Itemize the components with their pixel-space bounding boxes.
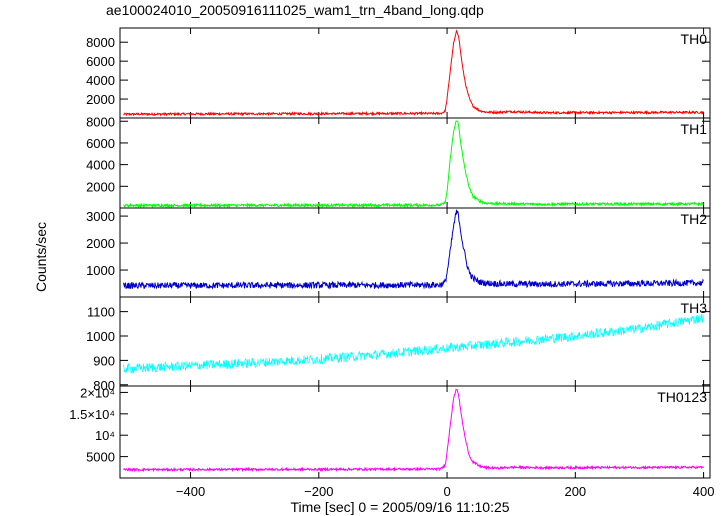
panel-frame-th1 xyxy=(119,117,711,209)
panel-label-th1: TH1 xyxy=(681,121,708,137)
y-tick-label: 1.5×10⁴ xyxy=(69,407,115,422)
panel-label-th2: TH2 xyxy=(681,211,708,227)
y-tick-label: 8000 xyxy=(86,35,115,50)
series-line-th2 xyxy=(123,209,704,290)
panel-frame-th3 xyxy=(119,296,711,387)
x-tick-label: −400 xyxy=(176,484,205,499)
y-axis-title: Counts/sec xyxy=(33,222,49,292)
y-tick-label: 2000 xyxy=(86,92,115,107)
y-tick-label: 2000 xyxy=(86,179,115,194)
y-tick-label: 1100 xyxy=(87,305,115,320)
x-tick-label: −200 xyxy=(304,484,333,499)
panel-label-th0: TH0 xyxy=(681,31,708,47)
y-tick-label: 8000 xyxy=(86,114,115,129)
y-tick-label: 5000 xyxy=(86,450,115,465)
y-tick-label: 2×10⁴ xyxy=(80,385,115,400)
panel-label-th3: TH3 xyxy=(681,300,708,316)
series-line-th1 xyxy=(123,120,704,208)
series-line-th0 xyxy=(123,29,704,117)
panel-label-th0123: TH0123 xyxy=(657,389,707,405)
y-tick-label: 4000 xyxy=(86,73,115,88)
y-tick-label: 3000 xyxy=(86,209,115,224)
series-line-th0123 xyxy=(123,388,704,473)
x-tick-label: 400 xyxy=(693,484,715,499)
x-axis-title: Time [sec] 0 = 2005/09/16 11:10:25 xyxy=(290,499,509,515)
y-tick-label: 900 xyxy=(93,353,115,368)
series-line-th3 xyxy=(123,313,704,375)
panel-frame-th0 xyxy=(119,27,711,119)
y-tick-label: 800 xyxy=(93,378,115,393)
y-tick-label: 6000 xyxy=(86,136,115,151)
x-tick-label: 200 xyxy=(564,484,586,499)
y-tick-label: 1000 xyxy=(86,263,115,278)
y-tick-label: 2000 xyxy=(86,236,115,251)
y-tick-label: 4000 xyxy=(86,158,115,173)
panel-frame-th0123 xyxy=(119,385,711,479)
y-tick-label: 1000 xyxy=(86,329,115,344)
chart-title: ae100024010_20050916111025_wam1_trn_4ban… xyxy=(106,2,484,18)
y-tick-label: 6000 xyxy=(86,54,115,69)
x-tick-label: 0 xyxy=(443,484,450,499)
y-tick-label: 10⁴ xyxy=(95,428,115,443)
